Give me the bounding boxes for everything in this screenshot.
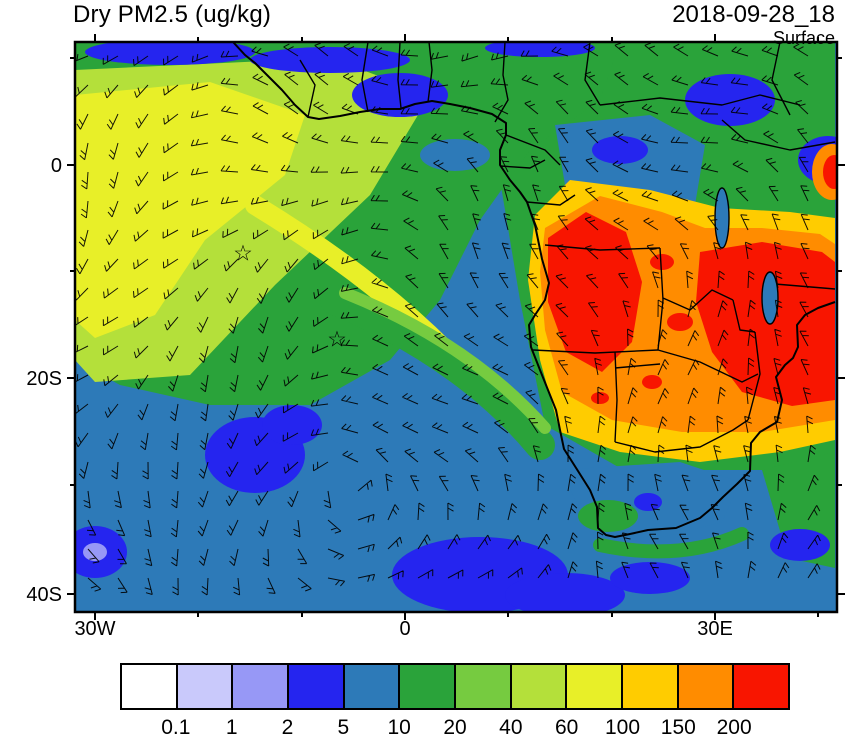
colorbar-swatch-7 (511, 665, 568, 708)
plot-frame (73, 40, 839, 614)
field-blue-gulf (420, 139, 490, 171)
field-southcoast-green (593, 527, 749, 559)
colorbar-label-0: 0.1 (161, 716, 191, 739)
y-axis-label-0: 0 (50, 155, 62, 177)
country-borders (299, 42, 836, 453)
y-axis-label-40s: 40S (26, 584, 62, 606)
plot-title: Dry PM2.5 (ug/kg) (73, 1, 272, 28)
field-congo-darkblue (592, 136, 648, 164)
colorbar-label-6: 40 (499, 716, 523, 739)
colorbar-label-5: 20 (443, 716, 467, 739)
colorbar-label-3: 5 (337, 716, 350, 739)
axis-ticks (67, 34, 845, 620)
colorbar-label-7: 60 (554, 716, 579, 739)
wind-barbs (75, 42, 821, 596)
field-red-speckles (591, 144, 837, 404)
star-markers: ☆☆ (233, 241, 347, 352)
colorbar-label-1: 1 (225, 716, 238, 739)
colorbar-swatch-0 (122, 665, 178, 708)
colorbar-swatch-8 (567, 665, 624, 708)
field-cape-darkblue (634, 493, 662, 511)
colorbar-label-9: 150 (660, 716, 696, 739)
field-lightgreen-arc (339, 287, 551, 434)
x-axis-label-30w: 30W (74, 618, 116, 640)
colorbar-label-10: 200 (716, 716, 752, 739)
colorbar-swatch-6 (456, 665, 512, 708)
lake-tanganyika (714, 187, 730, 249)
colorbar-label-4: 10 (387, 716, 411, 739)
star-marker-0: ☆ (233, 241, 253, 266)
coastline (232, 42, 836, 538)
field-green-arc (320, 285, 555, 460)
colorbar-swatch-2 (233, 665, 290, 708)
y-axis-label-20s: 20S (26, 368, 62, 390)
field-red-core-east (696, 242, 835, 406)
colorbar-swatch-11 (734, 665, 789, 708)
field-red-core-angola (548, 212, 642, 372)
lake-malawi (761, 271, 779, 325)
star-marker-1: ☆ (327, 326, 347, 351)
colorbar-swatch-5 (400, 665, 457, 708)
x-axis-label-0: 0 (399, 618, 411, 640)
field-yellow-core (75, 82, 305, 338)
colorbar-swatch-10 (678, 665, 735, 708)
plot-level: Surface (772, 28, 835, 48)
colorbar-label-2: 2 (281, 716, 294, 739)
field-cape-green (578, 500, 638, 532)
colorbar-swatch-3 (289, 665, 345, 708)
colorbar-swatch-4 (344, 665, 401, 708)
x-axis-label-30e: 30E (697, 618, 733, 640)
colorbar-swatch-1 (177, 665, 234, 708)
field-eastcoast-darkblue (770, 529, 830, 561)
colorbar-swatch-9 (623, 665, 679, 708)
plot-datetime: 2018-09-28_18 (672, 1, 835, 28)
colorbar-labels: 0.1 1 2 5 10 20 40 60 100 150 200 (120, 716, 790, 740)
colorbar (120, 663, 790, 710)
pm25-field: ☆☆ (75, 42, 837, 612)
colorbar-label-8: 100 (604, 716, 641, 739)
